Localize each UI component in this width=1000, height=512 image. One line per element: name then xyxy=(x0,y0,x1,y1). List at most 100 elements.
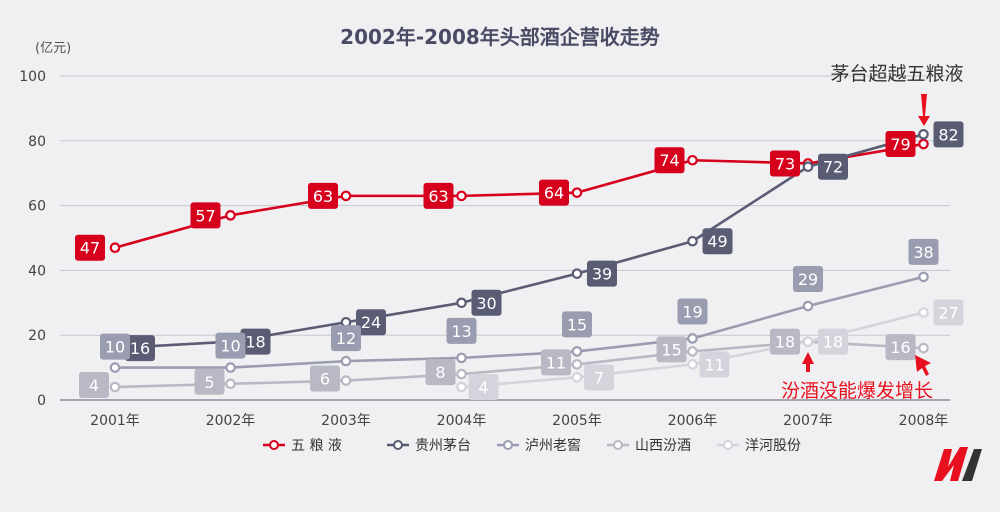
data-label-box-2-4 xyxy=(562,311,592,338)
point-marker-0-4 xyxy=(571,187,583,198)
data-label-box-1-0 xyxy=(125,335,155,362)
data-label-0-3: 63 xyxy=(428,187,448,206)
data-label-3-2: 6 xyxy=(320,370,330,389)
point-marker-3-7 xyxy=(918,342,929,354)
data-label-box-0-5 xyxy=(654,147,685,174)
data-label-2-5: 19 xyxy=(682,302,702,321)
data-label-0-6: 73 xyxy=(775,154,795,173)
annotation-arrow-up xyxy=(802,352,814,372)
data-label-box-3-4 xyxy=(541,349,571,376)
data-label-2-2: 12 xyxy=(336,329,356,348)
legend-marker-4 xyxy=(723,440,733,450)
legend-marker-2 xyxy=(503,440,513,450)
point-marker-1-7 xyxy=(918,129,929,140)
data-label-0-0: 47 xyxy=(80,239,100,258)
legend-label-0: 五 粮 液 xyxy=(291,438,342,454)
data-label-1-4: 39 xyxy=(592,265,612,284)
data-label-0-2: 63 xyxy=(313,187,333,206)
data-label-2-7: 38 xyxy=(913,243,933,262)
x-tick-label-2006年: 2006年 xyxy=(668,413,718,429)
data-label-3-6: 18 xyxy=(775,333,795,352)
data-label-box-2-6 xyxy=(793,266,823,293)
y-tick-label-100: 100 xyxy=(19,69,46,85)
data-label-box-0-2 xyxy=(308,182,338,209)
legend-label-3: 山西汾酒 xyxy=(635,438,691,454)
x-tick-label-2005年: 2005年 xyxy=(552,413,602,429)
data-label-3-7: 16 xyxy=(890,338,910,357)
y-tick-label-80: 80 xyxy=(28,134,46,150)
logo-dark-stroke xyxy=(962,449,982,481)
grid-layer: 0 20 40 60 80 100 2001年 2002年 2003年 2004年 2005年 200… xyxy=(19,69,950,429)
series-line-泸州老窖 xyxy=(115,275,924,369)
x-tick-label-2003年: 2003年 xyxy=(321,413,371,429)
point-marker-2-7 xyxy=(918,271,929,283)
point-marker-0-1 xyxy=(225,210,236,221)
data-label-3-5: 15 xyxy=(661,340,681,359)
data-label-0-4: 64 xyxy=(544,184,564,203)
data-label-box-0-3 xyxy=(423,182,454,209)
data-label-box-0-6 xyxy=(770,150,800,177)
data-label-box-3-3 xyxy=(425,359,456,386)
legend-marker-3 xyxy=(613,440,623,450)
data-label-1-7: 82 xyxy=(938,125,958,144)
data-label-0-1: 57 xyxy=(195,206,215,225)
data-label-2-0: 10 xyxy=(105,338,125,357)
data-label-2-6: 29 xyxy=(798,270,818,289)
y-tick-label-40: 40 xyxy=(28,263,46,279)
legend: 五 粮 液 贵州茅台 泸州老窖 山西汾酒 洋河股份 xyxy=(263,437,801,454)
data-label-box-0-7 xyxy=(885,131,916,158)
point-marker-3-5 xyxy=(687,346,698,357)
data-label-box-4-5 xyxy=(699,351,730,378)
data-label-box-0-1 xyxy=(190,202,221,229)
data-label-box-4-3 xyxy=(468,374,499,401)
data-label-box-2-3 xyxy=(446,317,477,344)
point-marker-2-2 xyxy=(340,355,352,367)
data-label-2-3: 13 xyxy=(451,322,471,341)
data-label-1-2: 24 xyxy=(361,313,381,332)
point-marker-1-4 xyxy=(571,268,583,279)
data-label-1-5: 49 xyxy=(707,232,727,251)
annotation-moutai-overtake: 茅台超越五粮液 xyxy=(830,63,963,85)
data-label-0-5: 74 xyxy=(659,151,679,170)
data-label-1-6: 72 xyxy=(823,158,843,177)
y-tick-label-0: 0 xyxy=(37,393,46,409)
data-label-4-3: 4 xyxy=(478,378,488,397)
y-tick-label-60: 60 xyxy=(28,199,46,215)
data-label-box-1-1 xyxy=(240,328,271,355)
data-label-3-4: 11 xyxy=(546,353,566,372)
data-label-4-4: 7 xyxy=(594,368,604,387)
x-tick-label-2004年: 2004年 xyxy=(437,413,487,429)
point-marker-3-0 xyxy=(109,381,121,393)
data-label-3-3: 8 xyxy=(435,363,445,382)
data-label-box-1-4 xyxy=(587,260,617,287)
point-marker-4-7 xyxy=(918,307,929,318)
data-label-box-4-6 xyxy=(818,328,848,355)
point-marker-0-3 xyxy=(456,190,467,202)
point-marker-2-1 xyxy=(225,362,236,373)
data-label-2-4: 15 xyxy=(567,315,587,334)
point-marker-3-2 xyxy=(340,375,352,386)
data-label-box-3-6 xyxy=(770,328,800,355)
data-label-box-0-4 xyxy=(539,179,569,206)
x-tick-label-2001年: 2001年 xyxy=(90,413,140,429)
point-marker-3-1 xyxy=(225,378,236,390)
data-label-4-5: 11 xyxy=(704,355,724,374)
annotation-arrow-diagonal xyxy=(915,355,931,376)
annotation-arrow-down xyxy=(918,94,930,126)
data-label-box-2-5 xyxy=(677,298,708,325)
point-marker-4-5 xyxy=(687,359,698,370)
point-marker-0-2 xyxy=(340,190,352,202)
data-label-box-3-7 xyxy=(885,334,916,361)
y-tick-label-20: 20 xyxy=(28,328,46,344)
data-label-box-3-5 xyxy=(656,336,687,363)
point-marker-1-6 xyxy=(802,161,814,173)
legend-label-4: 洋河股份 xyxy=(745,438,801,454)
data-label-4-6: 18 xyxy=(823,333,843,352)
point-marker-2-3 xyxy=(456,352,467,364)
data-label-box-2-2 xyxy=(331,325,361,352)
chart-title: 2002年-2008年头部酒企营收走势 xyxy=(340,25,660,49)
point-marker-3-3 xyxy=(456,368,467,380)
